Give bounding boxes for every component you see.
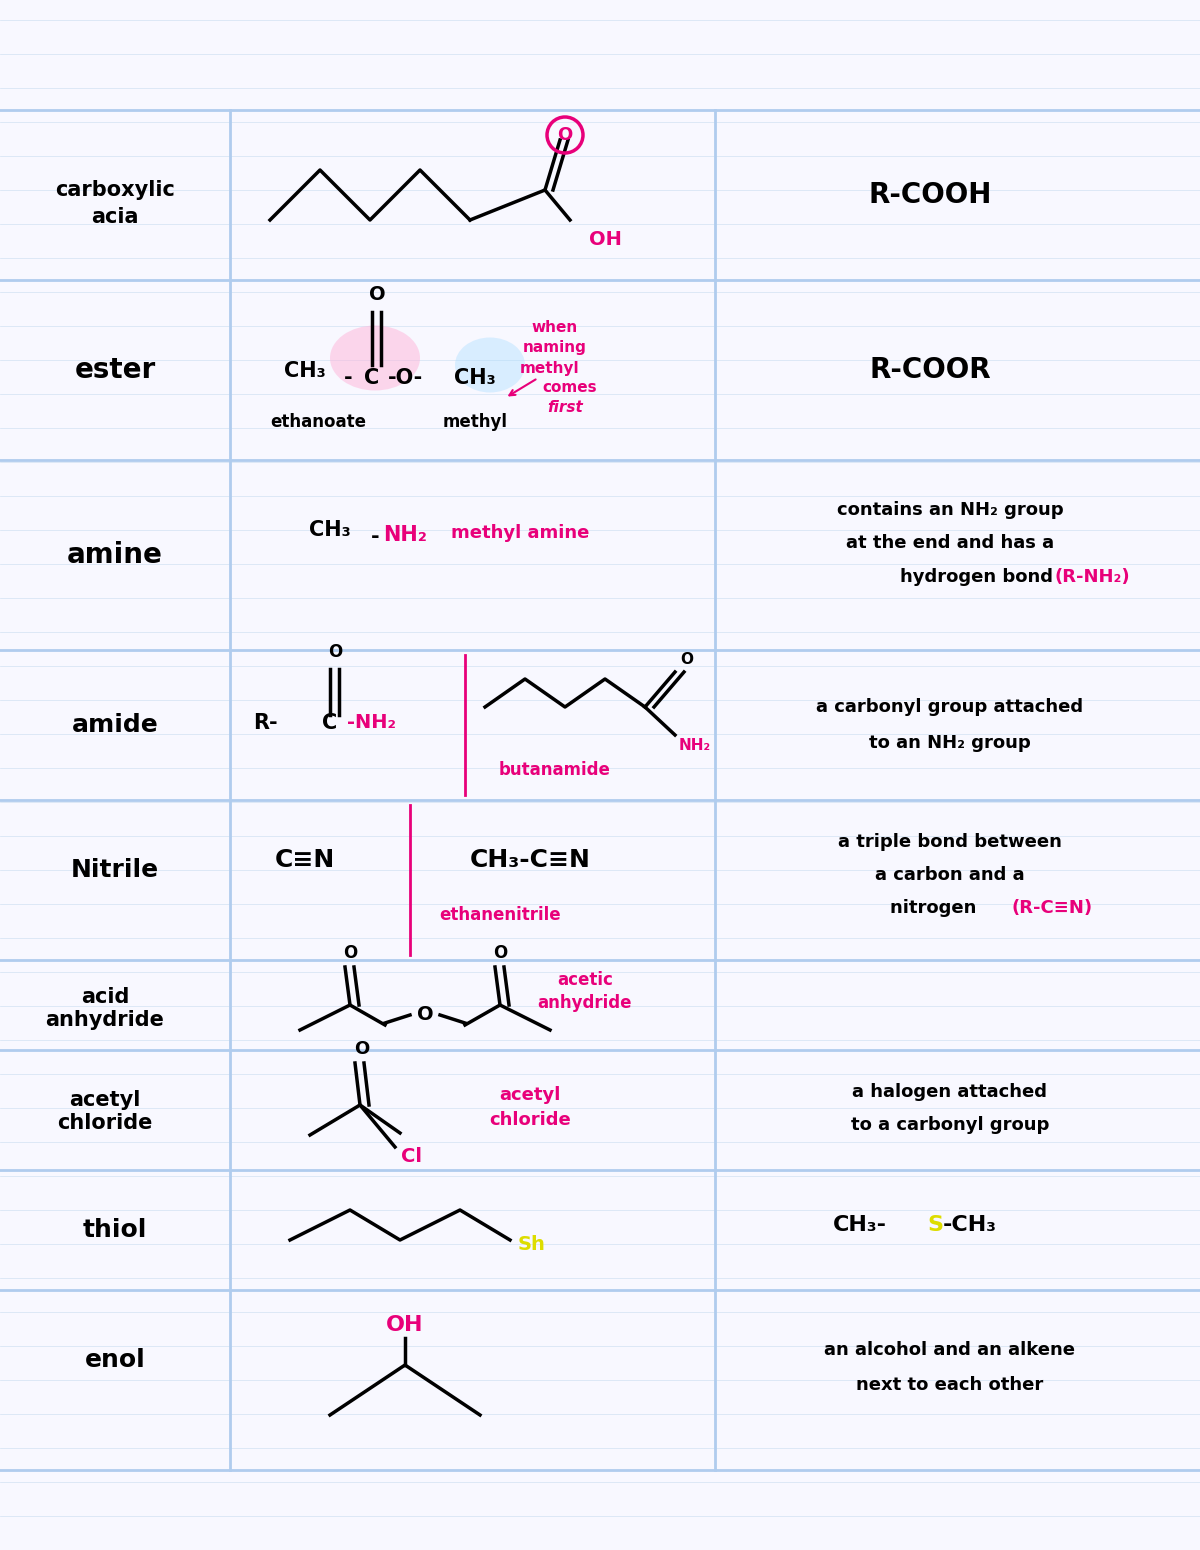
Text: -NH₂: -NH₂ <box>348 713 396 733</box>
Text: (R-C≡N): (R-C≡N) <box>1012 899 1093 918</box>
Text: OH: OH <box>386 1314 424 1335</box>
Text: ester: ester <box>74 356 156 384</box>
Text: Nitrile: Nitrile <box>71 859 160 882</box>
Text: R-COOH: R-COOH <box>869 181 991 209</box>
Text: O: O <box>368 285 385 304</box>
Text: -: - <box>371 527 379 547</box>
Text: ethanoate: ethanoate <box>270 412 366 431</box>
Text: next to each other: next to each other <box>857 1376 1044 1393</box>
Text: a carbonyl group attached: a carbonyl group attached <box>816 698 1084 716</box>
Text: when: when <box>532 321 578 335</box>
Text: CH₃-C≡N: CH₃-C≡N <box>469 848 590 873</box>
Text: C: C <box>323 713 337 733</box>
Text: NH₂: NH₂ <box>679 738 712 752</box>
Text: carboxylic: carboxylic <box>55 180 175 200</box>
Text: O: O <box>493 944 508 963</box>
Text: O: O <box>557 126 572 144</box>
Text: CH₃: CH₃ <box>454 367 496 388</box>
Text: to an NH₂ group: to an NH₂ group <box>869 735 1031 752</box>
Text: nitrogen: nitrogen <box>890 899 983 918</box>
Text: at the end and has a: at the end and has a <box>846 535 1054 552</box>
Text: amide: amide <box>72 713 158 736</box>
Text: amine: amine <box>67 541 163 569</box>
Text: acia: acia <box>91 208 139 226</box>
Text: OH: OH <box>588 231 622 250</box>
Text: hydrogen bond: hydrogen bond <box>900 567 1060 586</box>
Text: (R-NH₂): (R-NH₂) <box>1055 567 1130 586</box>
Text: CH₃: CH₃ <box>284 361 326 381</box>
Text: R-: R- <box>253 713 277 733</box>
Text: O: O <box>328 643 342 660</box>
Text: S: S <box>928 1215 943 1235</box>
Text: naming: naming <box>523 341 587 355</box>
Text: a halogen attached: a halogen attached <box>852 1083 1048 1100</box>
Text: to a carbonyl group: to a carbonyl group <box>851 1116 1049 1135</box>
Text: R-COOR: R-COOR <box>869 356 991 384</box>
Text: chloride: chloride <box>490 1111 571 1128</box>
Text: contains an NH₂ group: contains an NH₂ group <box>836 501 1063 519</box>
Text: first: first <box>547 400 583 415</box>
Text: -O-: -O- <box>389 367 424 388</box>
Text: Cl: Cl <box>402 1147 422 1167</box>
Ellipse shape <box>455 338 526 392</box>
Text: CH₃: CH₃ <box>310 519 350 539</box>
Text: a carbon and a: a carbon and a <box>875 866 1025 883</box>
Text: a triple bond between: a triple bond between <box>838 832 1062 851</box>
Text: -CH₃: -CH₃ <box>943 1215 997 1235</box>
Text: Sh: Sh <box>518 1235 546 1254</box>
Text: O: O <box>343 944 358 963</box>
Text: NH₂: NH₂ <box>383 525 427 546</box>
Text: CH₃-: CH₃- <box>833 1215 887 1235</box>
Text: acetyl: acetyl <box>70 1090 140 1110</box>
Text: O: O <box>416 1006 433 1025</box>
Text: methyl: methyl <box>443 412 508 431</box>
Text: methyl: methyl <box>520 361 580 375</box>
Text: C≡N: C≡N <box>275 848 335 873</box>
Text: acetic: acetic <box>557 970 613 989</box>
Text: O: O <box>354 1040 370 1059</box>
Text: anhydride: anhydride <box>46 1011 164 1031</box>
Text: ethanenitrile: ethanenitrile <box>439 907 560 924</box>
Text: thiol: thiol <box>83 1218 148 1242</box>
Text: acid: acid <box>80 987 130 1008</box>
Text: C: C <box>365 367 379 388</box>
Text: -: - <box>343 367 353 388</box>
Text: enol: enol <box>85 1348 145 1372</box>
Text: an alcohol and an alkene: an alcohol and an alkene <box>824 1341 1075 1359</box>
Text: butanamide: butanamide <box>499 761 611 780</box>
Text: chloride: chloride <box>58 1113 152 1133</box>
Text: O: O <box>680 651 694 666</box>
Text: anhydride: anhydride <box>538 994 632 1012</box>
Ellipse shape <box>330 326 420 391</box>
Text: methyl amine: methyl amine <box>451 524 589 542</box>
Text: acetyl: acetyl <box>499 1087 560 1104</box>
Text: comes: comes <box>542 380 598 395</box>
